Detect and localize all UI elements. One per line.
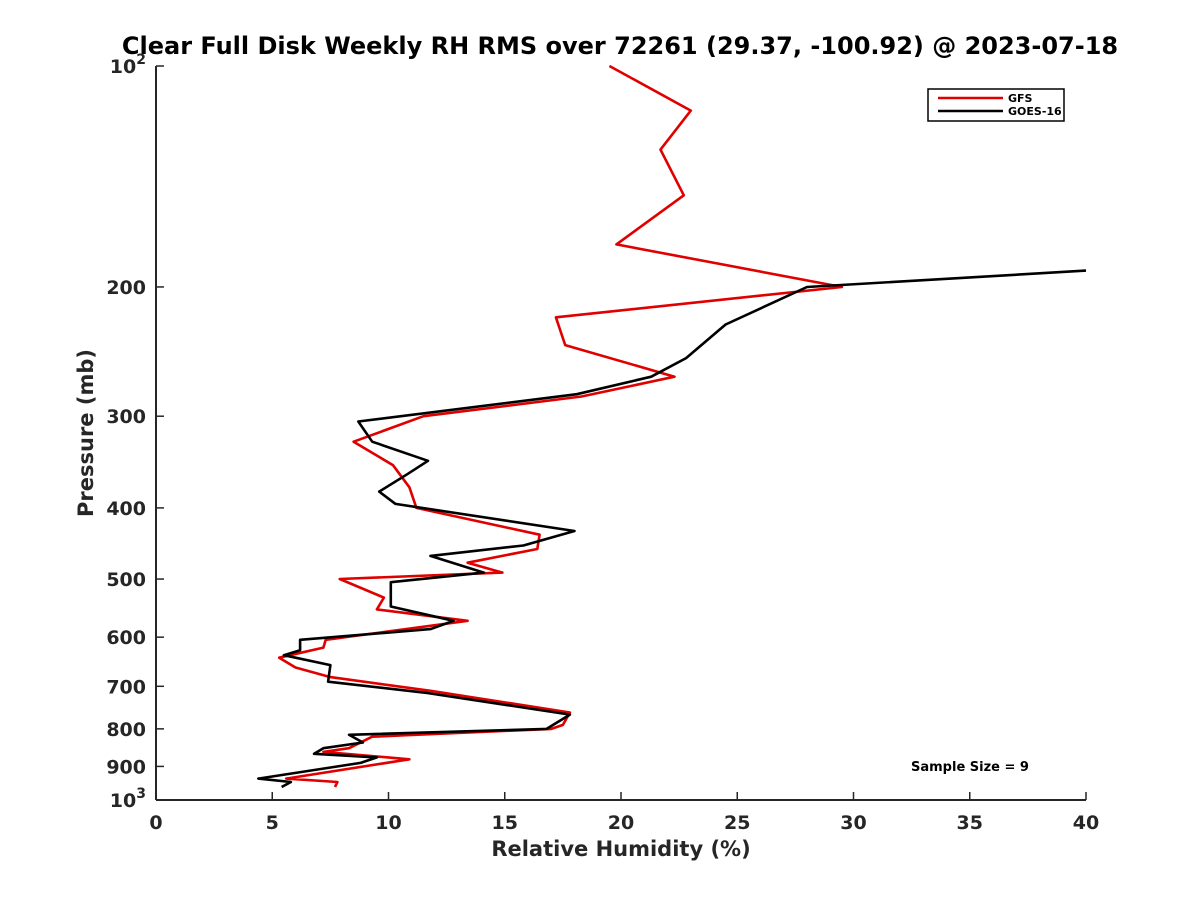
legend: GFS GOES-16 [927, 88, 1065, 122]
chart-title: Clear Full Disk Weekly RH RMS over 72261… [122, 32, 1118, 60]
x-axis-ticks: 0 5 10 15 20 25 30 35 40 [149, 792, 1099, 834]
y-tick-label: 600 [106, 627, 146, 649]
x-tick-label: 20 [608, 812, 634, 834]
x-tick-label: 15 [492, 812, 518, 834]
y-axis-label: Pressure (mb) [74, 349, 98, 517]
y-tick-label: 700 [106, 676, 146, 698]
series-line-gfs [277, 64, 844, 788]
x-tick-label: 10 [375, 812, 401, 834]
x-tick-label: 25 [724, 812, 750, 834]
series-layer [256, 64, 1087, 789]
x-tick-label: 40 [1073, 812, 1099, 834]
y-tick-label: 500 [106, 569, 146, 591]
y-tick-label: 103 [110, 786, 146, 812]
y-tick-label: 102 [110, 52, 146, 78]
y-tick-label: 400 [106, 498, 146, 520]
y-axis-ticks: 102 200 300 400 500 600 700 800 900 103 [106, 52, 164, 812]
x-tick-label: 5 [266, 812, 279, 834]
x-tick-label: 35 [957, 812, 983, 834]
series-line-goes16 [256, 269, 1087, 789]
legend-box [927, 88, 1065, 122]
y-tick-label: 300 [106, 406, 146, 428]
legend-label-gfs: GFS [1008, 92, 1033, 105]
x-tick-label: 0 [149, 812, 162, 834]
x-axis-label: Relative Humidity (%) [491, 837, 750, 861]
y-tick-label: 800 [106, 719, 146, 741]
y-tick-label: 900 [106, 756, 146, 778]
y-tick-label: 200 [106, 277, 146, 299]
legend-label-goes16: GOES-16 [1008, 105, 1062, 118]
sample-size-annotation: Sample Size = 9 [911, 760, 1029, 775]
x-tick-label: 30 [840, 812, 866, 834]
